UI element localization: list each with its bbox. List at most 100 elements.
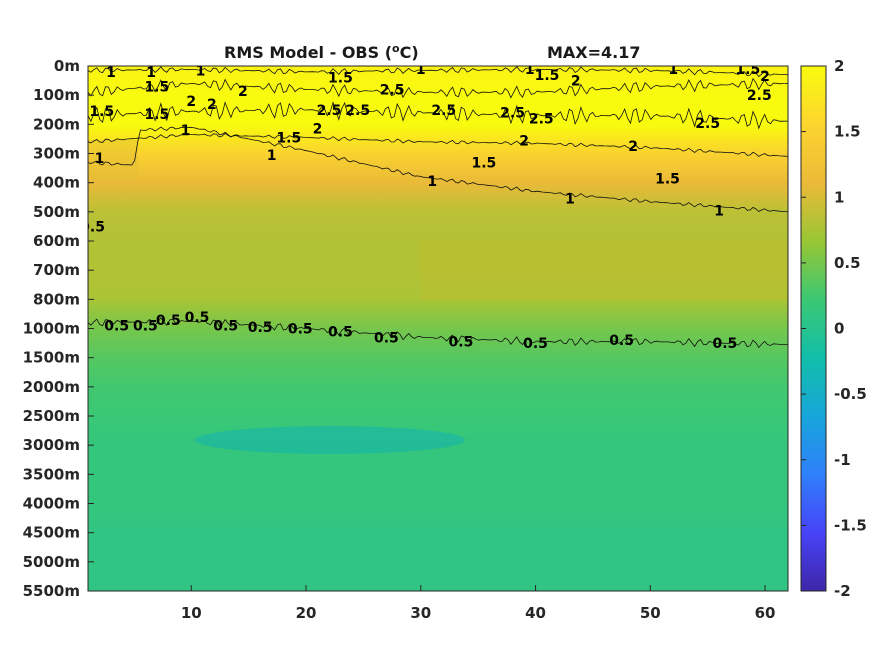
contour-label: 1 [525, 62, 535, 78]
contour-label: 2.5 [747, 88, 772, 104]
y-tick-label: 400m [33, 174, 80, 192]
contour-label: 0.5 [328, 324, 353, 340]
contour-label: 2 [186, 94, 196, 110]
contour-label: 1.5 [144, 107, 169, 123]
y-tick-label: 100m [33, 86, 80, 104]
contour-label: 1 [95, 151, 105, 167]
y-tick-label: 3000m [23, 436, 80, 454]
contour-label: 0.5 [185, 310, 210, 326]
mid-depth-warm-band [420, 240, 788, 300]
contour-label: 0.5 [104, 319, 129, 335]
chart-title: RMS Model - OBS (oC) [224, 42, 419, 62]
contour-label: 1 [714, 203, 724, 219]
contour-label: 2.5 [529, 112, 554, 128]
contour-label: 1.5 [89, 104, 114, 120]
contour-label: 2.5 [345, 103, 370, 119]
contour-label: 1 [427, 174, 437, 190]
contour-label: 1.5 [735, 62, 760, 78]
contour-label: 0.5 [248, 320, 273, 336]
max-value-label: MAX=4.17 [547, 43, 641, 62]
colorbar-tick-label: -0.5 [834, 385, 867, 403]
y-tick-label: 5000m [23, 553, 80, 571]
deep-cool-patch [195, 426, 465, 454]
contour-line [88, 66, 788, 78]
y-tick-label: 4000m [23, 495, 80, 513]
contour-label: 2 [571, 74, 581, 90]
contour-lines [88, 66, 788, 349]
contour-label: 2.5 [431, 103, 456, 119]
y-tick-label: 600m [33, 232, 80, 250]
contour-label: 0.5 [288, 322, 313, 338]
contour-label: 1.5 [276, 130, 301, 146]
contour-line [88, 126, 788, 213]
y-tick-label: 1000m [23, 320, 80, 338]
contour-labels: 1 1 1 1.51 1 1.5 21 1.5 21.51.52 22 2.52.5 2.5 2.5 2.… [80, 62, 772, 352]
x-tick-label: 20 [296, 604, 317, 622]
colorbar-tick-label: -1.5 [834, 516, 867, 534]
contour-line [88, 101, 788, 130]
x-tick-label: 40 [525, 604, 546, 622]
colorbar-tick-label: 2 [834, 57, 844, 75]
contour-label: 1.5 [328, 71, 353, 87]
contour-line [88, 133, 788, 157]
contour-label: 1.5 [471, 155, 496, 171]
contour-label: 1 [267, 148, 277, 164]
x-tick-label: 10 [181, 604, 202, 622]
plot-area: 1 1 1 1.51 1 1.5 21 1.5 21.51.52 22 2.52.5 2.5 2.5 2.… [80, 62, 789, 592]
colorbar: 2 1.5 1 0.5 0 -0.5 -1 -1.5 -2 [800, 57, 867, 600]
y-tick-label: 500m [33, 203, 80, 221]
upper-left-warm-patch [88, 140, 138, 180]
y-tick-label: 4500m [23, 524, 80, 542]
colorbar-tick-label: -2 [834, 582, 851, 600]
contour-label: 0.5 [609, 333, 634, 349]
contour-label: 2.5 [317, 103, 342, 119]
contour-label: 0.5 [712, 336, 737, 352]
contour-label: 1.5 [144, 79, 169, 95]
colorbar-tick-label: -1 [834, 451, 851, 469]
contour-label: 1.5 [535, 68, 560, 84]
contour-label: 0.5 [213, 319, 238, 335]
contour-label: 0.5 [156, 313, 181, 329]
x-tick-label: 50 [640, 604, 661, 622]
y-tick-label: 5500m [23, 582, 80, 600]
y-tick-label: 700m [33, 261, 80, 279]
colorbar-tick-label: 1 [834, 188, 844, 206]
y-tick-label: 2500m [23, 407, 80, 425]
rms-field [88, 66, 788, 591]
contour-label: 2.5 [380, 82, 405, 98]
contour-line [88, 316, 788, 349]
colorbar-ticks: 2 1.5 1 0.5 0 -0.5 -1 -1.5 -2 [801, 57, 867, 600]
contour-label: 1 [565, 192, 575, 208]
contour-label: 2 [207, 97, 217, 113]
contour-label: 1.5 [655, 171, 680, 187]
contour-label: 0.5 [523, 336, 548, 352]
contour-label: 0.5 [449, 335, 474, 351]
x-tick-label: 30 [410, 604, 431, 622]
y-tick-label: 0m [54, 57, 80, 75]
contour-label: 2 [760, 69, 770, 85]
y-axis: 0m 100m 200m 300m 400m 500m 600m 700m 800m 1000m 1… [23, 57, 94, 600]
contour-label: 2.5 [500, 106, 525, 122]
y-tick-label: 2000m [23, 378, 80, 396]
contour-label: 2 [628, 139, 638, 155]
y-tick-label: 1500m [23, 349, 80, 367]
x-tick-label: 60 [755, 604, 776, 622]
y-tick-label: 3500m [23, 465, 80, 483]
x-axis: 10 20 30 40 50 60 [181, 585, 776, 622]
y-tick-label: 300m [33, 145, 80, 163]
contour-label: 0.5 [80, 219, 105, 235]
colorbar-tick-label: 1.5 [834, 123, 861, 141]
colorbar-tick-label: 0.5 [834, 254, 861, 272]
contour-label: 1 [181, 123, 191, 139]
contour-label: 1 [196, 63, 206, 79]
contour-label: 1 [146, 65, 156, 81]
contour-line [88, 77, 788, 99]
contour-label: 2 [238, 84, 248, 100]
colorbar-tick-label: 0 [834, 320, 844, 338]
y-tick-label: 200m [33, 115, 80, 133]
contour-label: 1 [668, 62, 678, 78]
contour-label: 2 [519, 133, 529, 149]
contour-label: 2.5 [695, 116, 720, 132]
contour-label: 0.5 [133, 319, 158, 335]
